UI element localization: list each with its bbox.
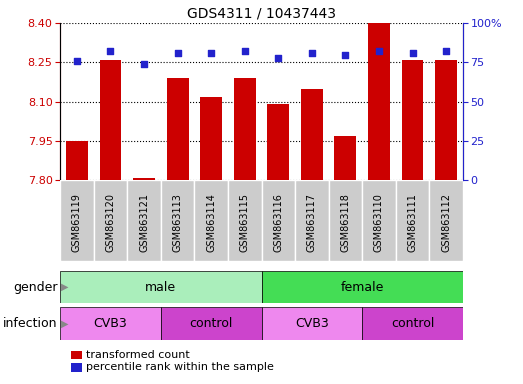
Bar (228, 180, 262, 261)
Bar (362, 180, 396, 261)
Text: male: male (145, 281, 176, 293)
Text: ▶: ▶ (61, 318, 69, 329)
Title: GDS4311 / 10437443: GDS4311 / 10437443 (187, 7, 336, 20)
Point (341, 51, 349, 58)
Bar (402, 60, 424, 180)
Text: control: control (189, 317, 233, 330)
Bar (267, 104, 289, 180)
Point (207, 50, 215, 56)
Text: GSM863116: GSM863116 (274, 193, 283, 252)
Text: control: control (391, 317, 434, 330)
Bar (161, 307, 262, 340)
Bar (161, 180, 195, 261)
Bar (301, 89, 323, 180)
Text: GSM863112: GSM863112 (441, 193, 451, 252)
Bar (60, 307, 161, 340)
Text: CVB3: CVB3 (295, 317, 329, 330)
Bar (262, 180, 295, 261)
Bar (328, 180, 362, 261)
Bar (435, 60, 457, 180)
Text: GSM863120: GSM863120 (106, 193, 116, 252)
Point (241, 48, 249, 55)
Bar (60, 271, 262, 303)
Bar (234, 78, 256, 180)
Point (73, 58, 81, 64)
Text: GSM863117: GSM863117 (307, 193, 317, 252)
Text: ▶: ▶ (61, 282, 69, 292)
Bar (133, 178, 155, 180)
Text: female: female (340, 281, 384, 293)
Text: transformed count: transformed count (86, 350, 190, 360)
Bar (94, 180, 127, 261)
Text: CVB3: CVB3 (94, 317, 128, 330)
Text: GSM863121: GSM863121 (139, 193, 149, 252)
Point (308, 50, 316, 56)
Text: GSM863119: GSM863119 (72, 193, 82, 252)
Bar (396, 180, 429, 261)
Bar (200, 96, 222, 180)
Bar (429, 180, 463, 261)
Text: GSM863118: GSM863118 (340, 193, 350, 252)
Text: gender: gender (13, 281, 58, 293)
Point (375, 48, 383, 55)
Text: percentile rank within the sample: percentile rank within the sample (86, 362, 274, 372)
Bar (127, 180, 161, 261)
Point (408, 50, 417, 56)
Point (442, 48, 450, 55)
Text: GSM863110: GSM863110 (374, 193, 384, 252)
Text: GSM863114: GSM863114 (206, 193, 216, 252)
Point (174, 50, 182, 56)
Bar (195, 180, 228, 261)
Bar (335, 136, 356, 180)
Bar (262, 307, 362, 340)
Text: GSM863111: GSM863111 (407, 193, 417, 252)
Bar (99, 60, 121, 180)
Point (106, 48, 115, 55)
Bar (167, 78, 188, 180)
Text: infection: infection (3, 317, 58, 330)
Bar (60, 180, 94, 261)
Point (274, 55, 282, 61)
Bar (368, 23, 390, 180)
Bar (262, 271, 463, 303)
Bar (66, 141, 88, 180)
Bar (362, 307, 463, 340)
Point (140, 61, 148, 67)
Text: GSM863115: GSM863115 (240, 193, 249, 252)
Text: GSM863113: GSM863113 (173, 193, 183, 252)
Bar (295, 180, 328, 261)
